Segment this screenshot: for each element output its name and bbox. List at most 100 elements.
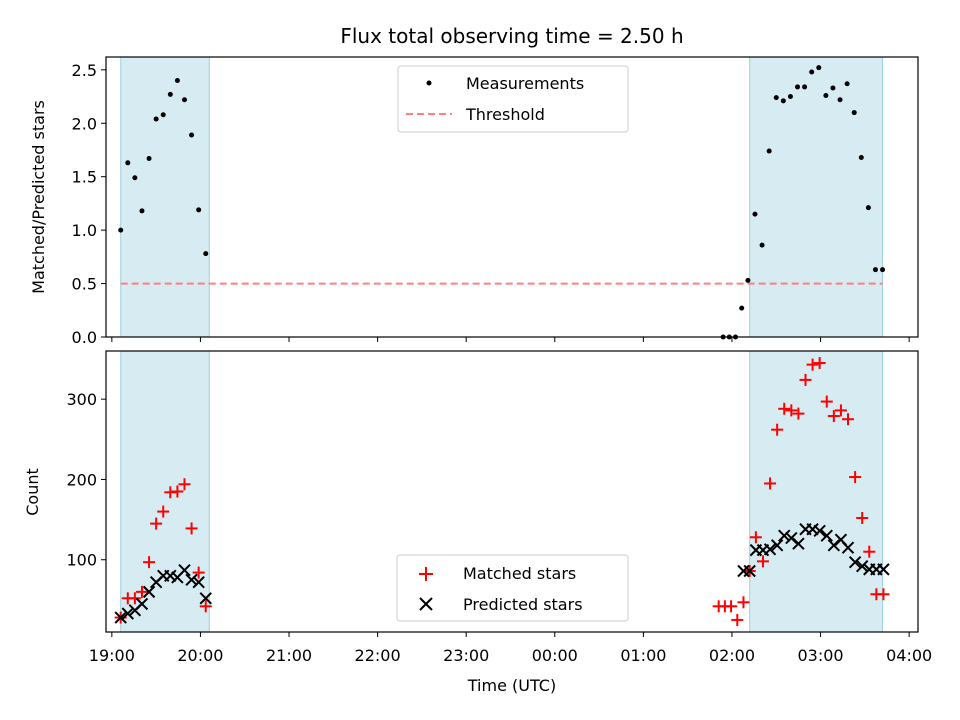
measurement-point — [146, 156, 152, 162]
matched-star-point — [849, 471, 862, 484]
shaded-region-2 — [749, 56, 884, 338]
predicted-star-point — [770, 539, 784, 552]
y-tick-label: 100 — [66, 551, 97, 570]
x-tick-label: 04:00 — [886, 646, 932, 665]
matched-star-point — [737, 596, 750, 609]
measurement-point — [773, 95, 779, 101]
legend-matched-marker — [419, 567, 433, 581]
bottom-panel: 100 200 300 19:00 20:00 21:00 22:00 23:00 00:00… — [23, 350, 932, 695]
measurement-point — [837, 97, 843, 103]
measurement-point — [816, 65, 822, 71]
matched-star-point — [143, 556, 156, 569]
legend-measurements-label: Measurements — [466, 74, 584, 93]
matched-star-point — [128, 592, 141, 605]
shaded-region-1 — [120, 56, 210, 338]
predicted-star-point — [114, 611, 127, 624]
predicted-star-point — [855, 559, 869, 573]
x-tick-label: 03:00 — [797, 646, 843, 665]
measurement-point — [181, 97, 187, 103]
shaded-region-2 — [749, 350, 884, 633]
y-tick-label: 0.5 — [72, 275, 97, 294]
matched-star-point — [178, 478, 191, 491]
x-axis-label: Time (UTC) — [467, 676, 556, 695]
measurement-point — [766, 148, 772, 154]
measurement-point — [153, 116, 159, 122]
matched-star-point — [771, 423, 784, 436]
chart-title: Flux total observing time = 2.50 h — [340, 24, 683, 48]
matched-star-point — [827, 410, 840, 423]
predicted-star-point — [185, 573, 198, 587]
measurement-point — [759, 242, 765, 248]
x-tick-label: 19:00 — [89, 646, 135, 665]
matched-star-point — [877, 588, 890, 601]
measurement-point — [189, 132, 195, 138]
matched-star-point — [135, 585, 148, 598]
predicted-star-point — [813, 524, 826, 538]
matched-star-point — [834, 404, 847, 417]
predicted-star-point — [778, 529, 791, 542]
measurement-point — [118, 227, 124, 233]
measurement-point — [739, 305, 745, 311]
matched-star-point — [820, 395, 833, 408]
top-legend: Measurements Threshold — [397, 65, 629, 133]
measurement-point — [174, 78, 180, 84]
measurement-point — [802, 84, 808, 90]
top-x-ticks — [111, 337, 910, 342]
x-tick-label: 00:00 — [532, 646, 578, 665]
predicted-star-point — [142, 585, 156, 599]
x-tick-label: 20:00 — [177, 646, 223, 665]
legend-measurements-marker — [426, 80, 432, 86]
predicted-star-point — [827, 539, 841, 552]
bottom-y-ticks: 100 200 300 — [66, 390, 106, 570]
matched-star-point — [806, 358, 819, 371]
matched-star-point — [157, 505, 170, 518]
predicted-star-point — [763, 543, 777, 556]
predicted-star-point — [785, 531, 798, 545]
count-points — [114, 357, 890, 626]
matched-star-point — [756, 555, 769, 568]
measurement-point — [851, 110, 857, 116]
measurement-point — [880, 267, 886, 273]
measurement-point — [167, 91, 173, 97]
top-legend-box — [397, 65, 629, 133]
y-tick-label: 2.5 — [72, 61, 97, 80]
predicted-star-point — [121, 607, 134, 620]
top-shaded-regions — [120, 56, 884, 338]
measurement-point — [865, 205, 871, 211]
bottom-x-ticks: 19:00 20:00 21:00 22:00 23:00 00:00 01:00 02:00… — [89, 632, 932, 665]
measurement-point — [196, 207, 202, 213]
predicted-star-point — [135, 597, 149, 611]
matched-star-point — [199, 600, 212, 613]
measurement-point — [125, 160, 131, 166]
legend-matched-label: Matched stars — [463, 564, 576, 583]
top-y-axis-label: Matched/Predicted stars — [29, 100, 48, 294]
measurement-point — [830, 85, 836, 91]
matched-star-point — [764, 477, 777, 490]
bottom-plot-frame — [105, 350, 919, 633]
top-plot-frame — [105, 56, 919, 338]
measurement-point — [809, 69, 815, 75]
predicted-star-point — [848, 555, 862, 569]
measurement-point — [795, 84, 801, 90]
matched-star-point — [792, 407, 805, 420]
top-y-ticks: 0.0 0.5 1.0 1.5 2.0 2.5 — [72, 61, 106, 347]
y-tick-label: 1.5 — [72, 168, 97, 187]
measurement-point — [139, 208, 145, 214]
predicted-star-point — [178, 563, 191, 577]
bottom-legend-box — [396, 554, 629, 622]
legend-threshold-label: Threshold — [465, 105, 545, 124]
matched-star-point — [842, 413, 855, 426]
measurement-point — [132, 175, 138, 181]
measurement-points — [118, 65, 886, 340]
measurement-point — [787, 94, 793, 100]
y-tick-label: 2.0 — [72, 114, 97, 133]
measurement-point — [752, 211, 758, 217]
x-tick-label: 02:00 — [709, 646, 755, 665]
measurement-point — [823, 92, 829, 98]
y-tick-label: 1.0 — [72, 221, 97, 240]
matched-star-point — [171, 485, 184, 498]
predicted-star-point — [820, 529, 833, 542]
predicted-star-point — [743, 564, 756, 578]
y-tick-label: 0.0 — [72, 328, 97, 347]
